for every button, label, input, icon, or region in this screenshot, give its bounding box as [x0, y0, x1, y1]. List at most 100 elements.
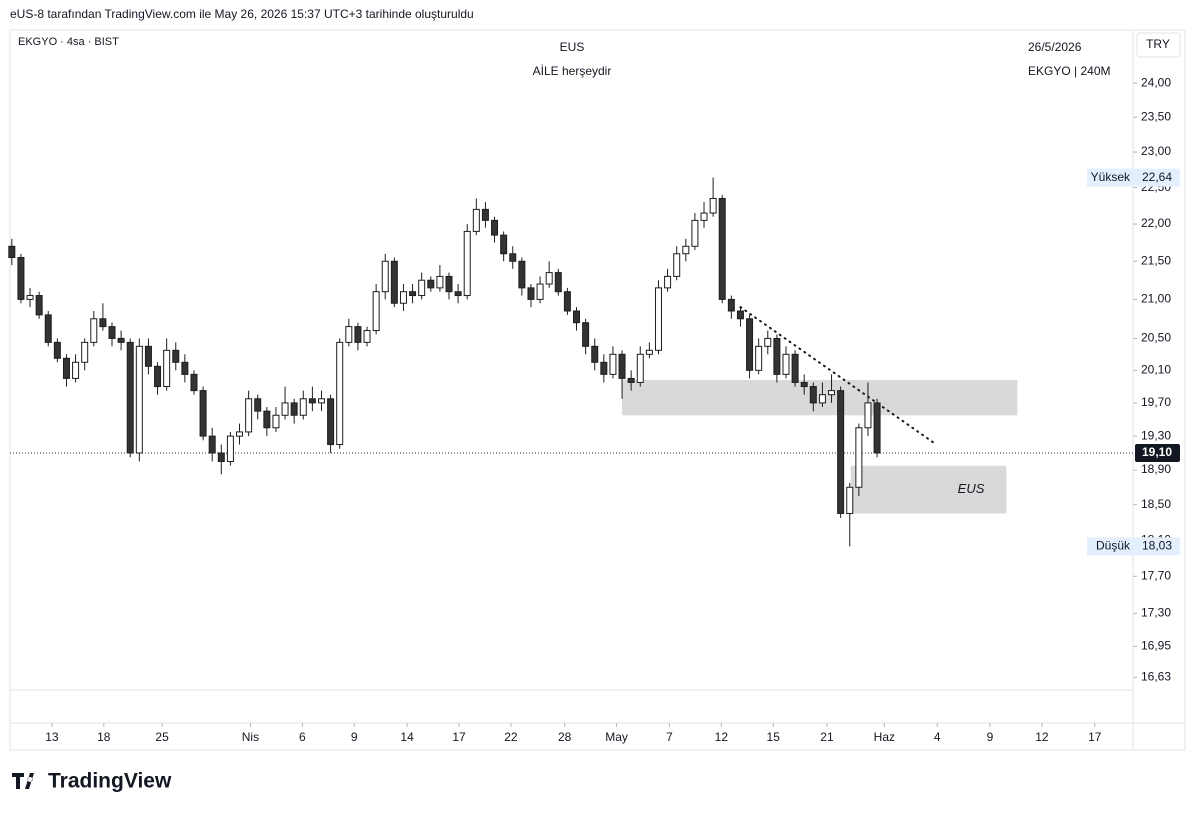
candle-body: [746, 318, 754, 371]
candle-body: [691, 219, 699, 247]
candle-body: [864, 402, 872, 429]
candle-body: [591, 345, 599, 363]
candle-body: [336, 341, 344, 446]
price-badge-label: 19,10: [1142, 445, 1172, 459]
candle-body: [308, 398, 316, 404]
candle-body: [536, 283, 544, 300]
x-tick-label: 6: [299, 730, 306, 744]
candle-body: [700, 212, 708, 221]
y-tick-label: 19,70: [1141, 395, 1171, 409]
candle-body: [682, 245, 690, 255]
candle-body: [828, 390, 836, 396]
candle-body: [290, 402, 298, 416]
candle-body: [53, 341, 61, 359]
candle-body: [317, 398, 325, 404]
candle-body: [636, 353, 644, 383]
candle-body: [108, 326, 116, 339]
info: EKGYO | 240M: [1028, 64, 1110, 78]
credit: eUS-8 tarafından TradingView.com ile May…: [10, 7, 474, 21]
candle-body: [755, 345, 763, 371]
candle-body: [764, 337, 772, 347]
candle-body: [518, 260, 526, 289]
candle-body: [718, 197, 726, 300]
date: 26/5/2026: [1028, 40, 1082, 54]
candle-body: [491, 219, 499, 236]
candle-body: [782, 353, 790, 375]
candle-body: [154, 365, 162, 388]
currency[interactable]: TRY: [1146, 37, 1170, 51]
candle-body: [818, 394, 826, 404]
x-tick-label: 17: [452, 730, 466, 744]
candle-body: [582, 322, 590, 347]
logo-text: TradingView: [48, 770, 172, 793]
y-tick-label: 24,00: [1141, 75, 1171, 89]
chart-subtitle: AİLE herşeydir: [533, 64, 612, 78]
candle-body: [144, 345, 152, 367]
candle-body: [8, 245, 16, 259]
price-badge: [1135, 443, 1180, 462]
price-badge: [1135, 537, 1180, 556]
currency-box[interactable]: [1136, 32, 1181, 58]
candle-body: [736, 310, 744, 320]
y-tick-label: 18,90: [1141, 462, 1171, 476]
candle-body: [126, 341, 134, 454]
price-badge-label: 22,64: [1142, 170, 1172, 184]
zone-label: EUS: [958, 481, 985, 496]
y-tick-label: 17,30: [1141, 605, 1171, 619]
candle-body: [527, 287, 535, 300]
candle-body: [81, 341, 89, 363]
price-badge-label: 18,03: [1142, 539, 1172, 553]
candle-body: [436, 275, 444, 289]
candle-body: [454, 291, 462, 297]
candle-body: [618, 353, 626, 379]
candle-body: [199, 390, 207, 437]
candle-body: [609, 353, 617, 375]
candle-body: [409, 291, 417, 297]
candle-body: [855, 427, 863, 488]
candle-body: [372, 291, 380, 332]
candle-body: [846, 486, 854, 514]
candle-body: [399, 291, 407, 304]
candle-body: [281, 402, 289, 416]
candle-body: [809, 386, 817, 404]
candle-body: [272, 414, 280, 429]
trendline: [739, 306, 938, 446]
candle-body: [509, 253, 517, 262]
candle-body: [263, 410, 271, 429]
price-name: Düşük: [1096, 539, 1131, 553]
candle-body: [226, 435, 234, 462]
y-tick-label: 23,00: [1141, 144, 1171, 158]
candle-body: [645, 349, 653, 355]
x-tick-label: 18: [97, 730, 111, 744]
x-tick-label: Nis: [242, 730, 259, 744]
candle-body: [773, 337, 781, 375]
y-tick-label: 18,50: [1141, 497, 1171, 511]
price-name-bg: [1087, 168, 1135, 187]
candle-body: [208, 435, 216, 454]
candle-body: [62, 357, 70, 379]
candle-body: [837, 390, 845, 514]
x-tick-label: 13: [45, 730, 59, 744]
candle-body: [345, 326, 353, 343]
candle-body: [90, 318, 98, 343]
candle-body: [172, 349, 180, 363]
candle-body: [44, 314, 52, 343]
symbol: EKGYO · 4sa · BIST: [18, 36, 119, 48]
candle-body: [627, 377, 635, 383]
candle-body: [709, 197, 717, 214]
y-tick-label: 21,00: [1141, 292, 1171, 306]
x-tick-label: 7: [666, 730, 673, 744]
logo: [12, 773, 34, 789]
y-tick-label: 19,30: [1141, 428, 1171, 442]
candle-body: [381, 260, 389, 293]
x-tick-label: 12: [715, 730, 729, 744]
y-tick-label: 20,10: [1141, 363, 1171, 377]
x-tick-label: 9: [987, 730, 994, 744]
candle-body: [245, 398, 253, 433]
zone: [850, 465, 1007, 514]
candle-body: [654, 287, 662, 351]
x-tick-label: 21: [820, 730, 834, 744]
candle-body: [217, 452, 225, 462]
